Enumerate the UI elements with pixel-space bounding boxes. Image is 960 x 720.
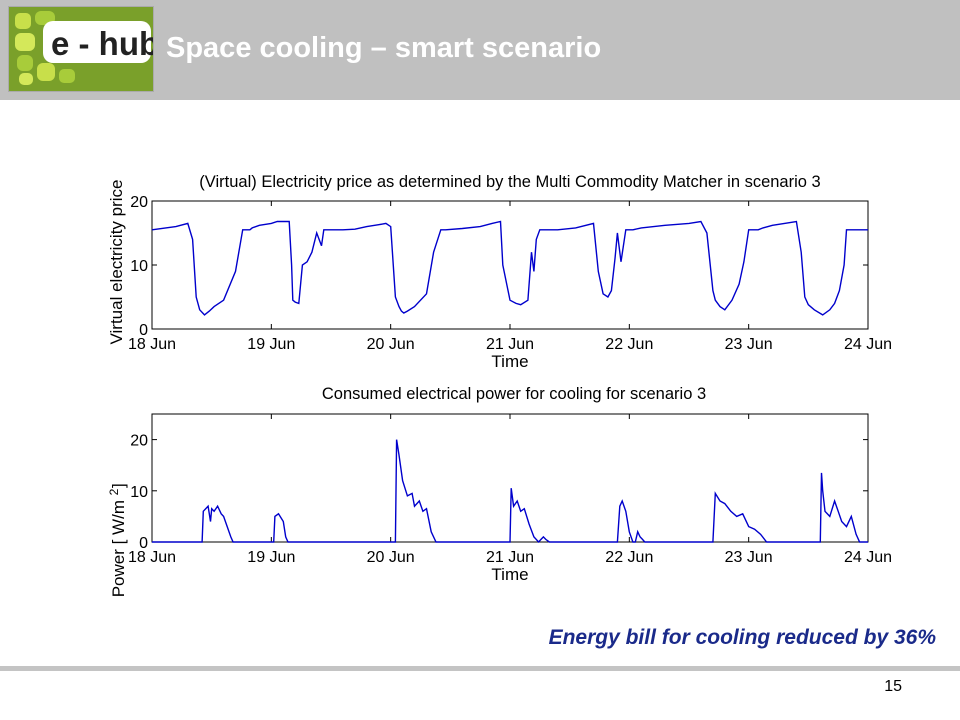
x-tick-label: 21 Jun: [486, 336, 534, 353]
power-chart-xlabel: Time: [491, 565, 528, 584]
ehub-logo-icon: e - hub: [9, 7, 159, 91]
x-tick-label: 23 Jun: [725, 336, 773, 353]
slide-header: e - hub Space cooling – smart scenario: [0, 0, 960, 100]
y-tick-label: 20: [130, 194, 148, 211]
price-series-line: [151, 220, 868, 316]
page-number: 15: [884, 678, 902, 695]
x-tick-label: 20 Jun: [367, 549, 415, 566]
price-chart: (Virtual) Electricity price as determine…: [107, 173, 892, 371]
power-chart-ylabel-group: Power [ W/m 2 ]: [107, 483, 128, 597]
power-chart-ylabel-suffix: ]: [109, 483, 128, 488]
slide-title: Space cooling – smart scenario: [166, 32, 602, 64]
x-tick-label: 22 Jun: [605, 549, 653, 566]
x-tick-label: 24 Jun: [844, 549, 892, 566]
power-chart-ylabel: Power [ W/m: [109, 500, 128, 597]
price-chart-title: (Virtual) Electricity price as determine…: [199, 173, 820, 191]
x-tick-label: 22 Jun: [605, 336, 653, 353]
power-chart-title: Consumed electrical power for cooling fo…: [322, 385, 706, 403]
x-tick-label: 24 Jun: [844, 336, 892, 353]
y-tick-label: 0: [139, 322, 148, 339]
price-chart-ylabel: Virtual electricity price: [107, 179, 126, 344]
x-tick-label: 19 Jun: [247, 336, 295, 353]
x-tick-label: 18 Jun: [128, 549, 176, 566]
logo-text: e - hub: [51, 25, 153, 62]
ehub-logo: e - hub: [8, 6, 159, 92]
y-tick-label: 20: [130, 433, 148, 450]
power-chart-ylabel-superscript: 2: [107, 488, 121, 495]
y-tick-label: 10: [130, 484, 148, 501]
x-tick-label: 18 Jun: [128, 336, 176, 353]
footer-divider: [0, 666, 960, 671]
conclusion-text: Energy bill for cooling reduced by 36%: [548, 626, 936, 649]
x-tick-label: 23 Jun: [725, 549, 773, 566]
price-chart-xlabel: Time: [491, 352, 528, 371]
price-chart-axes-box: [151, 200, 869, 330]
x-tick-label: 19 Jun: [247, 549, 295, 566]
y-tick-label: 0: [139, 535, 148, 552]
power-series-line: [152, 439, 868, 544]
x-tick-label: 21 Jun: [486, 549, 534, 566]
x-tick-label: 20 Jun: [367, 336, 415, 353]
power-chart-ticks: 18 Jun 19 Jun 20 Jun 21 Jun 22 Jun 23 Jun 24 J…: [128, 414, 892, 566]
power-chart: Consumed electrical power for cooling fo…: [107, 385, 892, 597]
price-chart-ticks: 18 Jun 19 Jun 20 Jun 21 Jun 22 Jun 23 Jun 24 J…: [128, 194, 892, 353]
y-tick-label: 10: [130, 258, 148, 275]
